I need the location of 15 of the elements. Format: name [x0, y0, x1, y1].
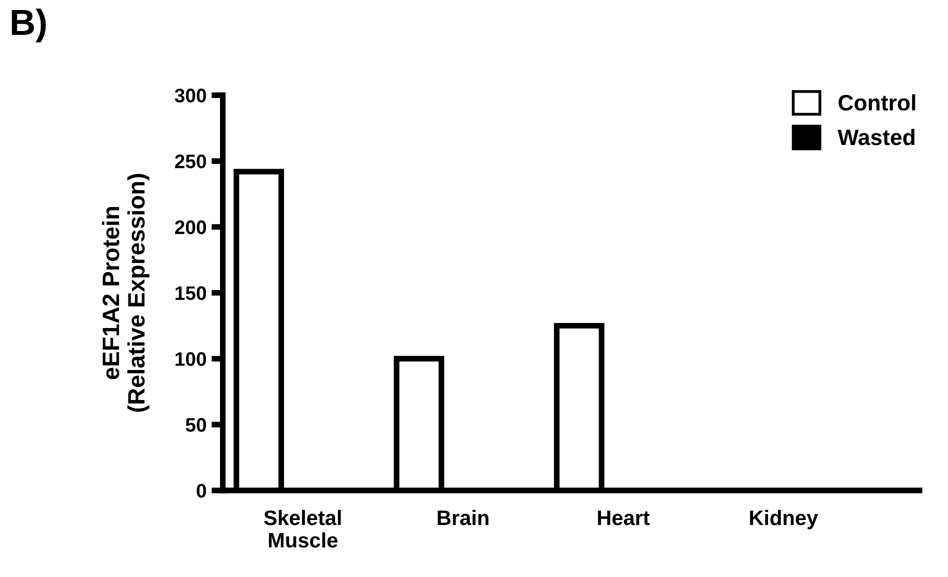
x-tick-label: Kidney: [750, 510, 818, 530]
y-tick-label: 300: [174, 88, 206, 102]
x-tick-label: Heart: [598, 510, 650, 526]
y-axis-title: eEF1A2 Protein (Relative Expression): [102, 174, 150, 412]
x-tick-label: Skeletal Muscle: [264, 510, 341, 548]
legend-label: Control: [838, 94, 916, 111]
legend-label: Wasted: [838, 128, 914, 146]
y-tick-label: 250: [175, 154, 206, 168]
x-tick-label: Brain: [438, 510, 488, 526]
y-tick-label: 200: [175, 220, 206, 234]
y-tick-label: 50: [186, 418, 206, 432]
y-tick-label: 0: [196, 484, 206, 498]
y-tick-label: 150: [176, 286, 206, 300]
chart-title: B): [12, 8, 46, 42]
y-tick-label: 100: [176, 352, 206, 366]
